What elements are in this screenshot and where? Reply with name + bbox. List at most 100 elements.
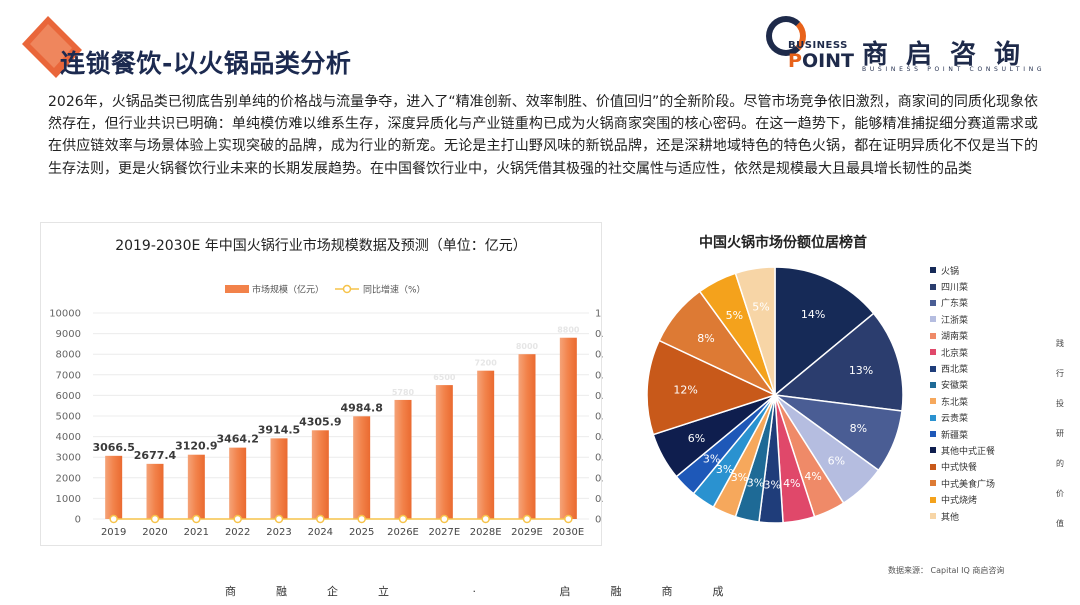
legend-swatch	[930, 398, 936, 405]
bar-2022	[229, 447, 247, 519]
legend-swatch	[930, 513, 936, 520]
y2-tick-label: 0.8	[595, 350, 603, 361]
growth-point	[192, 514, 201, 524]
y-tick-label: 2000	[56, 473, 81, 484]
pie-slice-label: 3%	[731, 471, 748, 484]
bar-value-label: 8800	[557, 326, 580, 335]
y-tick-label: 1000	[56, 494, 81, 505]
legend-label: 中式快餐	[941, 463, 978, 474]
logo-mark	[766, 16, 806, 56]
pie-chart: 14%13%8%6%4%4%3%3%3%3%3%6%12%8%5%5%	[646, 266, 904, 524]
corner-decoration	[22, 16, 82, 78]
pie-chart-title: 中国火锅市场份额位居榜首	[699, 235, 867, 251]
legend-label: 中式烧烤	[941, 496, 978, 507]
bar-2025	[353, 416, 371, 519]
bar-value-label: 3464.2	[216, 433, 258, 446]
growth-point	[316, 514, 325, 524]
bar-value-label: 5780	[392, 388, 415, 397]
legend-label: 湖南菜	[941, 332, 969, 343]
legend-swatch	[930, 431, 936, 438]
legend-label: 广东菜	[941, 299, 969, 310]
x-tick-label: 2024	[308, 527, 333, 538]
y-tick-label: 6000	[56, 391, 81, 402]
y2-tick-label: 0.2	[595, 473, 603, 484]
logo-point-text: POINT	[788, 52, 854, 71]
y-tick-label: 5000	[56, 412, 81, 423]
y2-tick-label: 0.1	[595, 494, 603, 505]
growth-point	[109, 514, 118, 524]
pie-slice-label: 5%	[726, 309, 743, 322]
legend-label: 北京菜	[941, 348, 969, 359]
pie-slice-label: 4%	[804, 470, 821, 483]
legend-item: 其他中式正餐	[930, 442, 995, 458]
bar-2030E	[559, 337, 577, 519]
logo-business-text: BUSINESS	[788, 40, 848, 51]
x-tick-label: 2030E	[552, 527, 584, 538]
growth-point	[150, 514, 160, 524]
y-tick-label: 7000	[56, 370, 81, 381]
pie-slice-中式快餐	[646, 339, 778, 436]
legend-label: 新疆菜	[941, 430, 969, 441]
bar-2026E	[394, 399, 412, 519]
bar-2023	[270, 438, 288, 519]
legend-item: 湖南菜	[930, 328, 995, 344]
company-logo: BUSINESS POINT 商启咨询 BUSINESS POINT CONSU…	[762, 14, 1062, 76]
bar-value-label: 2677.4	[134, 449, 177, 462]
legend-swatch	[930, 267, 936, 274]
legend-marker-line	[342, 284, 352, 294]
bar-chart: 0100020003000400050006000700080009000100…	[49, 284, 603, 539]
legend-label: 西北菜	[941, 365, 969, 376]
pie-slice-四川菜	[773, 312, 904, 412]
legend-label: 云贵菜	[941, 414, 969, 425]
y-tick-label: 4000	[56, 432, 81, 443]
legend-item: 北京菜	[930, 344, 995, 360]
bar-2029E	[518, 354, 536, 519]
pie-slice-label: 8%	[697, 332, 714, 345]
side-slogan-char: 价	[1056, 489, 1064, 498]
bar-value-label: 6500	[433, 373, 456, 382]
legend-item: 其他	[930, 508, 995, 524]
growth-point	[274, 514, 284, 524]
legend-label-line: 同比增速（%）	[363, 284, 426, 296]
bar-value-label: 4305.9	[299, 415, 341, 428]
growth-point	[522, 514, 532, 524]
x-tick-label: 2023	[266, 527, 291, 538]
pie-legend: 火锅 四川菜 广东菜 江浙菜 湖南菜 北京菜 西北菜 安徽菜 东北菜 云贵菜 新疆菜 其他中式正餐 中式…	[930, 262, 995, 524]
legend-swatch	[930, 463, 936, 470]
bar-value-label: 3066.5	[92, 441, 134, 454]
y2-tick-label: 0.7	[595, 370, 603, 381]
growth-point	[398, 514, 408, 524]
growth-point	[564, 514, 573, 524]
bar-value-label: 8000	[516, 342, 539, 351]
bar-value-label: 3120.9	[175, 440, 217, 453]
pie-slice-label: 6%	[828, 454, 845, 467]
logo-english-name: BUSINESS POINT CONSULTING	[862, 66, 1046, 73]
x-tick-label: 2021	[184, 527, 209, 538]
page-title: 连锁餐饮-以火锅品类分析	[60, 49, 352, 78]
data-source: 数据来源： Capital IQ 商启咨询	[888, 566, 1005, 575]
legend-swatch	[930, 496, 936, 503]
legend-swatch	[930, 414, 936, 421]
legend-item: 广东菜	[930, 295, 995, 311]
y2-tick-label: 0	[595, 515, 601, 526]
x-tick-label: 2019	[101, 527, 126, 538]
legend-item: 新疆菜	[930, 426, 995, 442]
legend-label-bar: 市场规模（亿元）	[252, 284, 324, 296]
legend-item: 云贵菜	[930, 410, 995, 426]
logo-chinese-name: 商启咨询	[862, 40, 1039, 70]
footer-slogan: 商融企立 · 启融商成	[225, 585, 764, 598]
y2-tick-label: 0.3	[595, 453, 603, 464]
side-slogan-char: 投	[1056, 399, 1064, 408]
growth-point	[440, 514, 449, 524]
side-slogan: 践行投研的价值	[1055, 338, 1065, 548]
x-tick-label: 2022	[225, 527, 250, 538]
legend-item: 西北菜	[930, 360, 995, 376]
bar-value-label: 7200	[475, 359, 498, 368]
side-slogan-char: 值	[1056, 519, 1064, 528]
logo-point-rest: OINT	[801, 50, 855, 72]
pie-slice-label: 13%	[849, 364, 873, 377]
y-tick-label: 10000	[49, 309, 81, 320]
pie-slice-label: 3%	[703, 452, 720, 465]
pie-slice-其他	[734, 266, 776, 396]
pie-slice-label: 6%	[688, 432, 705, 445]
